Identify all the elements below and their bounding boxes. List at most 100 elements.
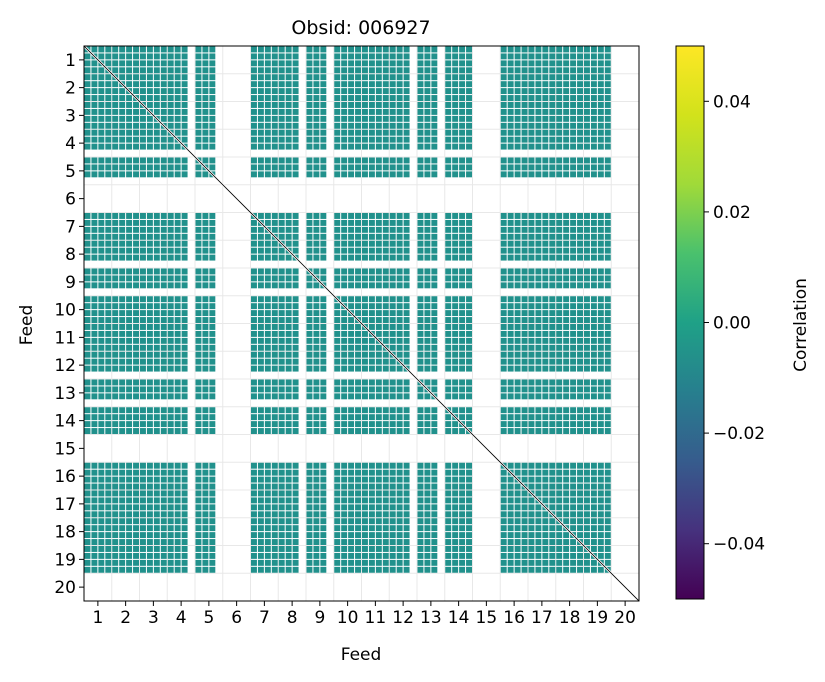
heatmap-cell-12-18-1-3 [577, 358, 583, 365]
heatmap-cell-9-3-0-1 [146, 268, 153, 275]
heatmap-cell-2-5-2-0 [195, 88, 202, 95]
heatmap-cell-17-9-2-1 [313, 504, 320, 511]
heatmap-cell-16-1-2-3 [105, 476, 112, 483]
heatmap-cell-1-14-2-3 [466, 60, 472, 67]
heatmap-cell-5-8-2-1 [285, 171, 292, 178]
heatmap-cell-10-2-1-1 [119, 303, 126, 310]
heatmap-cell-19-18-2-2 [570, 559, 577, 566]
heatmap-cell-17-16-2-0 [500, 504, 507, 511]
heatmap-cell-3-8-2-1 [285, 115, 292, 122]
heatmap-cell-10-5-2-0 [195, 310, 202, 317]
heatmap-cell-17-1-0-0 [84, 490, 91, 497]
heatmap-cell-4-13-0-0 [417, 129, 424, 136]
heatmap-cell-1-8-1-2 [292, 53, 299, 60]
heatmap-cell-10-2-2-1 [119, 310, 126, 317]
heatmap-cell-2-5-3-1 [202, 95, 209, 101]
heatmap-cell-16-5-3-1 [202, 483, 209, 490]
heatmap-cell-7-12-2-2 [403, 226, 410, 233]
heatmap-cell-13-17-0-2 [542, 379, 549, 386]
heatmap-cell-9-19-0-2 [597, 268, 604, 275]
heatmap-cell-13-5-1-1 [202, 386, 209, 393]
heatmap-cell-14-17-0-0 [528, 407, 535, 414]
heatmap-cell-3-3-2-1 [146, 115, 153, 122]
heatmap-cell-19-17-1-0 [528, 552, 535, 559]
heatmap-cell-9-13-1-2 [431, 275, 438, 282]
heatmap-cell-13-11-2-1 [368, 393, 375, 400]
heatmap-cell-7-4-3-2 [181, 233, 188, 240]
heatmap-cell-17-10-0-3 [355, 490, 361, 497]
heatmap-cell-3-7-2-2 [264, 115, 271, 122]
heatmap-cell-7-19-0-3 [604, 213, 611, 219]
heatmap-cell-9-4-0-1 [174, 268, 181, 275]
heatmap-cell-4-19-2-1 [590, 143, 597, 150]
heatmap-cell-8-4-2-2 [181, 254, 188, 261]
heatmap-cell-10-19-0-1 [590, 296, 597, 303]
heatmap-cell-12-10-1-2 [348, 358, 355, 365]
heatmap-cell-7-17-0-0 [528, 213, 535, 219]
heatmap-cell-14-3-0-2 [153, 407, 160, 414]
heatmap-cell-17-5-1-2 [209, 497, 216, 504]
heatmap-cell-14-18-1-3 [577, 414, 583, 421]
heatmap-cell-18-11-1-2 [375, 525, 382, 532]
heatmap-cell-14-16-2-3 [521, 421, 528, 428]
heatmap-cell-1-17-3-3 [549, 67, 556, 74]
heatmap-cell-2-1-1-1 [91, 81, 98, 88]
heatmap-cell-1-11-0-0 [362, 46, 368, 53]
heatmap-cell-13-2-0-2 [126, 379, 133, 386]
heatmap-cell-2-18-0-1 [563, 74, 570, 81]
heatmap-cell-18-8-1-1 [285, 525, 292, 532]
heatmap-cell-11-19-0-3 [604, 324, 611, 330]
heatmap-cell-10-17-2-3 [549, 310, 556, 317]
heatmap-cell-5-18-0-1 [563, 157, 570, 164]
heatmap-cell-11-7-1-2 [264, 330, 271, 337]
heatmap-cell-17-2-1-2 [126, 497, 133, 504]
heatmap-cell-12-8-2-0 [278, 365, 285, 372]
heatmap-cell-12-13-0-1 [424, 351, 431, 358]
heatmap-cell-9-10-1-3 [355, 275, 361, 282]
heatmap-cell-19-19-0-3 [604, 546, 611, 552]
heatmap-cell-13-7-1-2 [264, 386, 271, 393]
heatmap-cell-8-1-1-0 [84, 247, 91, 254]
heatmap-cell-1-9-0-0 [306, 46, 313, 53]
heatmap-cell-19-11-3-0 [362, 566, 368, 573]
heatmap-cell-10-7-1-3 [271, 303, 278, 310]
heatmap-cell-5-18-1-0 [556, 164, 563, 171]
heatmap-cell-3-16-0-3 [521, 102, 528, 108]
heatmap-cell-17-7-1-1 [257, 497, 264, 504]
heatmap-cell-14-2-2-3 [133, 421, 139, 428]
heatmap-cell-11-12-2-2 [403, 337, 410, 344]
heatmap-cell-11-1-0-3 [105, 324, 112, 330]
heatmap-cell-2-17-3-3 [549, 95, 556, 101]
heatmap-cell-16-8-1-1 [285, 469, 292, 476]
heatmap-cell-17-17-2-1 [535, 504, 542, 511]
heatmap-cell-10-16-2-0 [500, 310, 507, 317]
heatmap-cell-12-18-2-3 [577, 365, 583, 372]
heatmap-cell-18-1-2-0 [84, 532, 91, 539]
heatmap-cell-14-3-2-2 [153, 421, 160, 428]
heatmap-cell-2-11-3-3 [382, 95, 389, 101]
heatmap-cell-11-16-2-0 [500, 337, 507, 344]
heatmap-cell-5-16-0-0 [500, 157, 507, 164]
heatmap-cell-11-19-1-3 [604, 330, 611, 337]
heatmap-cell-16-14-1-2 [459, 469, 466, 476]
heatmap-cell-9-4-1-0 [167, 275, 174, 282]
heatmap-cell-12-8-2-1 [285, 365, 292, 372]
heatmap-cell-2-10-3-2 [348, 95, 355, 101]
heatmap-cell-4-3-2-2 [153, 143, 160, 150]
heatmap-cell-9-18-2-1 [563, 282, 570, 289]
y-tick-label-3: 3 [65, 106, 76, 126]
heatmap-cell-13-17-0-0 [528, 379, 535, 386]
heatmap-cell-12-17-0-1 [535, 351, 542, 358]
heatmap-cell-19-3-2-3 [160, 559, 167, 566]
heatmap-cell-19-14-1-2 [459, 552, 466, 559]
heatmap-cell-5-1-0-1 [91, 157, 98, 164]
heatmap-cell-9-12-1-0 [389, 275, 396, 282]
heatmap-cell-19-12-1-1 [396, 552, 403, 559]
heatmap-cell-14-13-2-1 [424, 421, 431, 428]
heatmap-cell-11-11-1-0 [362, 330, 368, 337]
heatmap-cell-1-19-0-2 [597, 46, 604, 53]
heatmap-cell-19-9-0-1 [313, 546, 320, 552]
heatmap-cell-14-2-2-1 [119, 421, 126, 428]
heatmap-cell-13-12-2-1 [396, 393, 403, 400]
